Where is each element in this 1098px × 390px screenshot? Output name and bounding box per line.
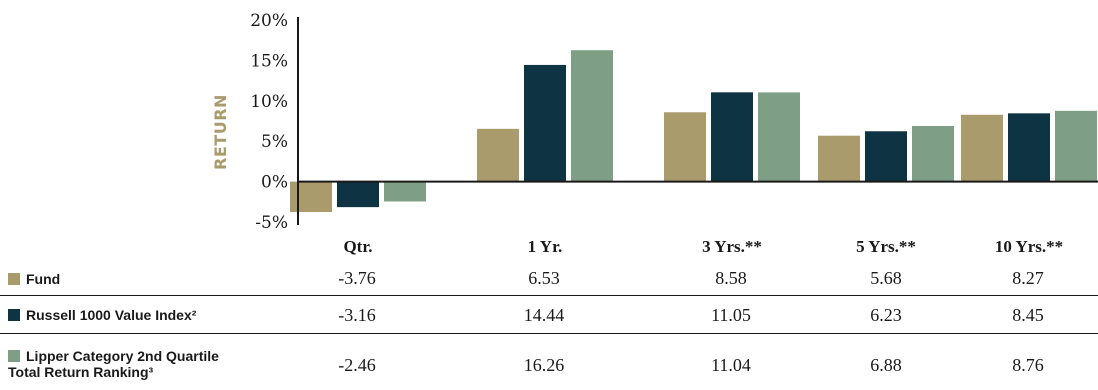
row-divider — [0, 333, 1098, 334]
bar — [1008, 113, 1050, 182]
legend-swatch-fund — [8, 273, 20, 285]
category-label: 1 Yr. — [528, 237, 563, 256]
y-tick-label: 5% — [261, 132, 288, 152]
table-cell: 14.44 — [523, 305, 565, 325]
legend-label-fund: Fund — [26, 271, 61, 287]
table-row-russell: Russell 1000 Value Index² -3.16 14.44 11… — [0, 296, 1098, 334]
table-row-fund: Fund -3.76 6.53 8.58 5.68 8.27 — [0, 262, 1098, 296]
table-cell: 5.68 — [870, 268, 902, 288]
category-label: 5 Yrs.** — [856, 237, 916, 256]
y-tick-label: 0% — [261, 173, 288, 193]
bar — [524, 64, 566, 182]
table-cell: 6.88 — [870, 355, 902, 375]
bar — [912, 126, 954, 182]
y-tick-label: 15% — [250, 51, 288, 71]
bar — [818, 135, 860, 182]
table-cell: 11.04 — [711, 355, 751, 375]
legend-fund: Fund — [8, 271, 60, 287]
category-label: Qtr. — [343, 237, 372, 256]
bar — [571, 50, 613, 182]
table-cell: 8.58 — [715, 268, 747, 288]
table-cell: 11.05 — [711, 305, 751, 325]
bar — [711, 92, 753, 182]
bar — [337, 181, 379, 208]
legend-label-lipper-line1: Lipper Category 2nd Quartile — [26, 348, 219, 364]
bar — [865, 131, 907, 182]
legend-label-lipper-line2: Total Return Ranking³ — [8, 364, 154, 380]
table-cell: -3.76 — [338, 268, 376, 288]
bar — [664, 112, 706, 182]
table-cell: 8.27 — [1012, 268, 1044, 288]
bar — [758, 92, 800, 182]
table-row-lipper: Lipper Category 2nd Quartile Total Retur… — [0, 334, 1098, 390]
table-cell: -2.46 — [338, 355, 376, 375]
category-label: 3 Yrs.** — [702, 237, 762, 256]
legend-swatch-russell — [8, 309, 20, 321]
table-cell: -3.16 — [338, 305, 376, 325]
legend-russell: Russell 1000 Value Index² — [8, 307, 196, 323]
y-tick-label: 10% — [250, 92, 288, 112]
table-cell: 8.45 — [1012, 305, 1044, 325]
bar — [290, 181, 332, 212]
bar — [384, 181, 426, 202]
returns-bar-chart: 20% 15% 10% 5% 0% -5% Qtr. 1 Yr. 3 Yrs.** 5 Yrs.… — [211, 11, 1098, 256]
legend-label-russell: Russell 1000 Value Index² — [26, 307, 197, 323]
y-tick-label: -5% — [255, 213, 288, 233]
y-tick-label: 20% — [250, 11, 288, 31]
table-cell: 16.26 — [523, 355, 565, 375]
category-label: 10 Yrs.** — [995, 237, 1063, 256]
bar — [477, 128, 519, 182]
legend-lipper: Lipper Category 2nd Quartile Total Retur… — [8, 348, 219, 380]
y-axis-label: RETURN — [211, 94, 230, 170]
legend-swatch-lipper — [8, 350, 20, 362]
row-divider — [0, 295, 1098, 296]
bar — [1055, 110, 1097, 182]
table-cell: 6.53 — [528, 268, 560, 288]
bar — [961, 114, 1003, 182]
table-cell: 6.23 — [870, 305, 902, 325]
table-cell: 8.76 — [1012, 355, 1044, 375]
